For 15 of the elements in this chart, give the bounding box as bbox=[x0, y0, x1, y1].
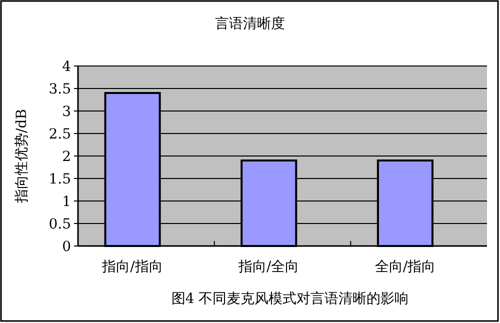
y-tick-label: 2.5 bbox=[48, 126, 71, 142]
y-tick-label: 1 bbox=[62, 194, 71, 210]
x-tick-label: 指向/指向 bbox=[101, 259, 163, 275]
caption: 图4 不同麦克风模式对言语清晰的影响 bbox=[171, 291, 409, 307]
y-tick-label: 0.5 bbox=[48, 216, 71, 232]
y-tick-label: 0 bbox=[62, 239, 71, 255]
y-axis-title: 指向性优势/dB bbox=[14, 109, 30, 204]
x-tick-label: 指向/全向 bbox=[238, 259, 300, 275]
y-tick-label: 1.5 bbox=[48, 172, 71, 188]
y-tick-label: 2 bbox=[62, 149, 71, 165]
chart-title: 言语清晰度 bbox=[215, 16, 285, 32]
y-tick-label: 3.5 bbox=[48, 82, 71, 98]
x-tick-label: 全向/指向 bbox=[374, 259, 436, 275]
y-tick-label: 3 bbox=[62, 104, 71, 120]
y-tick-label: 4 bbox=[62, 59, 72, 75]
